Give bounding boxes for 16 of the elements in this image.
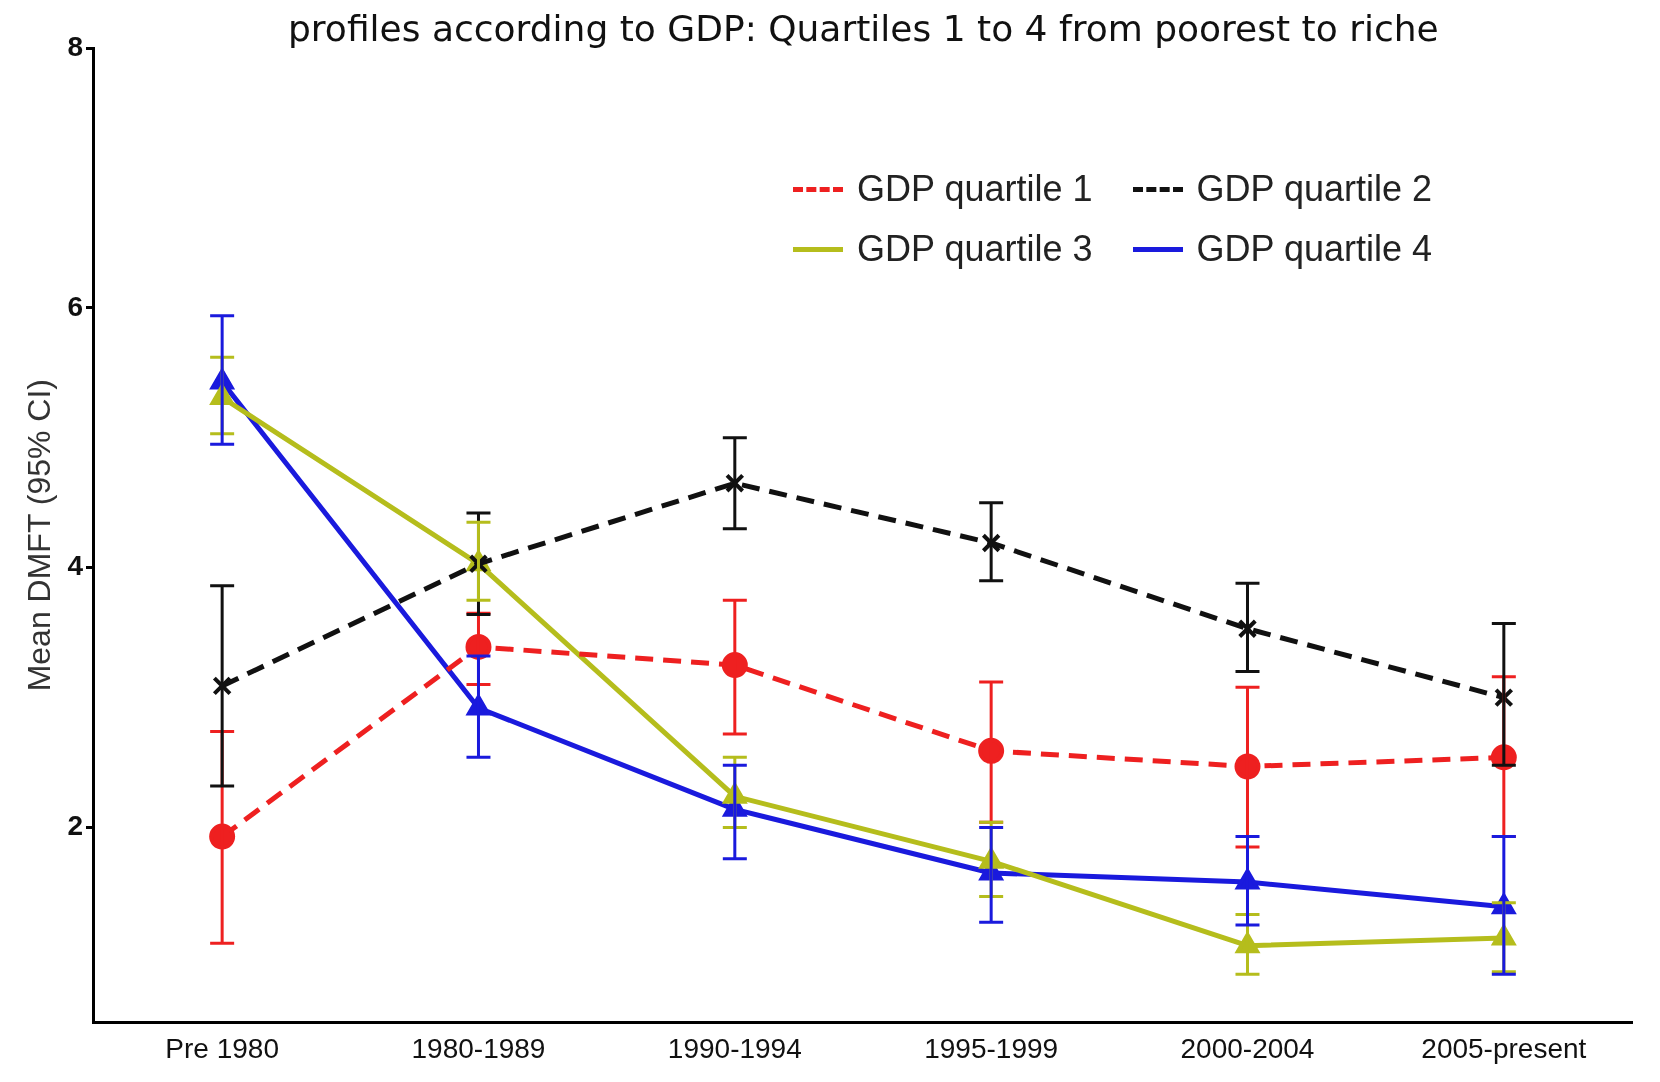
y-axis-title: Mean DMFT (95% CI) (21, 379, 58, 692)
x-tick-label: 1990-1994 (667, 1032, 802, 1064)
y-tick-label: 6 (67, 290, 83, 322)
x-tick-label: Pre 1980 (165, 1032, 279, 1064)
x-tick-label: 2005-present (1421, 1032, 1587, 1064)
y-tick-label: 8 (67, 30, 83, 62)
legend-label: GDP quartile 1 (857, 168, 1093, 210)
legend-label: GDP quartile 4 (1196, 228, 1432, 270)
chart-title: profiles according to GDP: Quartiles 1 to 4 from poorest to riche (288, 8, 1439, 49)
legend-label: GDP quartile 2 (1196, 168, 1432, 210)
x-tick-label: 1995-1999 (924, 1032, 1059, 1064)
y-tick-label: 2 (67, 810, 83, 842)
legend-label: GDP quartile 3 (857, 228, 1093, 270)
y-tick-label: 4 (67, 550, 84, 582)
x-tick-label: 1980-1989 (411, 1032, 546, 1064)
x-tick-label: 2000-2004 (1180, 1032, 1315, 1064)
